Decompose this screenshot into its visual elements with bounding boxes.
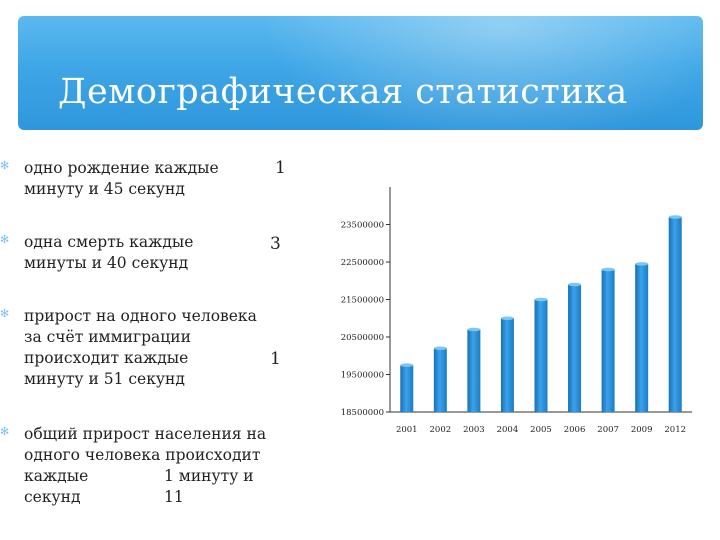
bar-2005: [534, 299, 548, 412]
asterisk-icon: ✻: [0, 159, 10, 172]
bar-2004: [500, 318, 514, 412]
bullet-number: 1: [275, 158, 286, 178]
page-title: Демографическая статистика: [58, 72, 628, 112]
x-tick-label: 2002: [430, 425, 452, 435]
bullet-line-start: каждые: [24, 467, 89, 485]
bar-cap: [635, 262, 649, 266]
bar-2003: [467, 329, 481, 412]
bar-cap: [534, 297, 548, 302]
population-bar-chart: 23500000 22500000 21500000 20500000 19500000…: [341, 187, 692, 435]
y-tick-label: 22500000: [341, 258, 384, 268]
x-axis-ticks: 2001 2002 2003 2004 2005 2006 2007 2009 2012: [396, 425, 686, 435]
bullet-number: 3: [270, 234, 281, 254]
x-tick-label: 2005: [530, 425, 552, 435]
bullet-text: одна смерть каждые минуты и 40 секунд: [24, 232, 193, 274]
x-tick-label: 2007: [597, 425, 619, 435]
bar-cap: [400, 363, 414, 367]
bullet-text: общий прирост населения на одного челове…: [24, 424, 266, 508]
bar-2007: [601, 269, 615, 412]
bullet-line: происходит каждые: [24, 349, 189, 367]
x-tick-label: 2003: [463, 425, 485, 435]
bullet-line: общий прирост населения на: [24, 425, 267, 443]
bar-2002: [433, 348, 447, 412]
bar-2001: [400, 365, 414, 412]
bullet-line: одного человека происходит: [24, 446, 261, 464]
bullet-line: минуту и 45 секунд: [24, 180, 185, 198]
y-axis-ticks: 23500000 22500000 21500000 20500000 19500000…: [341, 221, 390, 418]
x-tick-label: 2006: [564, 425, 586, 435]
bar-cap: [568, 282, 582, 287]
bullet-line: секунд: [24, 488, 81, 506]
bar-cap: [668, 215, 682, 219]
y-tick-label: 23500000: [341, 221, 384, 231]
x-tick-label: 2012: [664, 425, 686, 435]
title-banner: Демографическая статистика: [18, 16, 703, 130]
bar-2006: [568, 284, 582, 412]
bullet-line: одно рождение каждые: [24, 159, 219, 177]
y-tick-label: 20500000: [341, 333, 384, 343]
x-tick-label: 2009: [631, 425, 653, 435]
asterisk-icon: ✻: [0, 425, 10, 438]
bar-cap: [467, 327, 481, 332]
bar-cap: [500, 316, 514, 321]
bar-2012: [668, 217, 682, 412]
asterisk-icon: ✻: [0, 233, 10, 246]
bullet-inline-value: 1 минуту и 11: [164, 467, 254, 506]
bars: [400, 215, 682, 412]
bar-2009: [635, 263, 649, 412]
asterisk-icon: ✻: [0, 307, 10, 320]
y-tick-label: 18500000: [341, 408, 384, 418]
bar-cap: [601, 267, 615, 272]
bullet-line: одна смерть каждые: [24, 233, 194, 251]
bar-cap: [433, 346, 447, 351]
y-tick-label: 19500000: [341, 371, 384, 381]
bullet-line: минуту и 51 секунд: [24, 370, 185, 388]
x-tick-label: 2004: [497, 425, 519, 435]
bullet-text: одно рождение каждые минуту и 45 секунд: [24, 158, 219, 200]
y-tick-label: 21500000: [341, 296, 384, 306]
x-tick-label: 2001: [396, 425, 418, 435]
bullet-line: за счёт иммиграции: [24, 328, 191, 346]
bullet-text: прирост на одного человека за счёт иммиг…: [24, 306, 257, 390]
bullet-line: каждые 1 минуту и 11: [24, 466, 266, 506]
bullet-line: прирост на одного человека: [24, 307, 257, 325]
bullet-number: 1: [270, 349, 281, 369]
bullet-line: минуты и 40 секунд: [24, 254, 189, 272]
